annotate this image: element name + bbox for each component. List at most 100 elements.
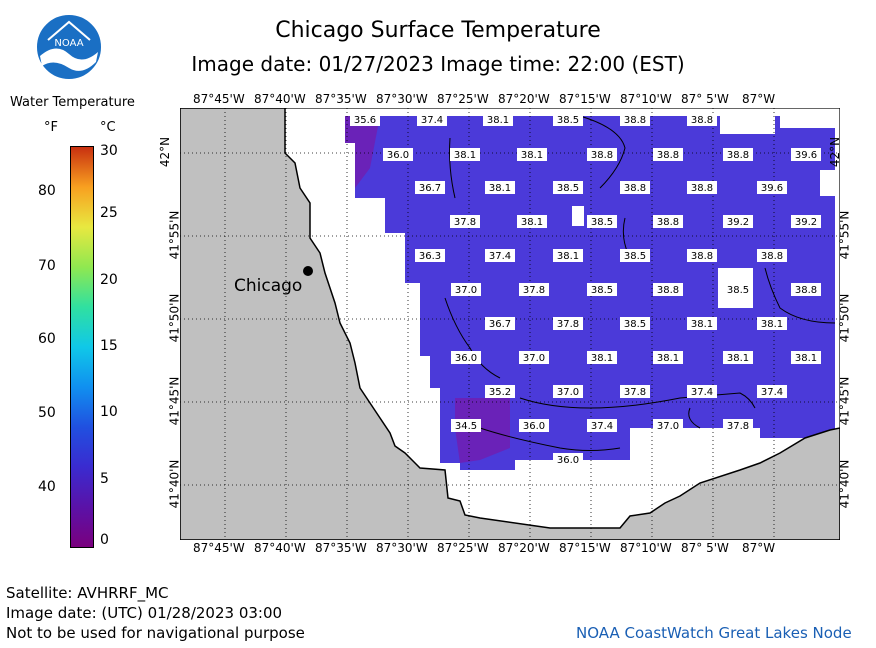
temp-value: 35.6: [354, 115, 376, 126]
temp-label-bg: [587, 148, 617, 161]
unit-celsius: °C: [100, 120, 116, 135]
temp-label-bg: [653, 283, 683, 296]
longitude-label: 87°15'W: [559, 541, 611, 555]
temp-label-bg: [791, 215, 821, 228]
temp-value: 38.8: [727, 150, 749, 161]
temp-label-bg: [517, 215, 547, 228]
fahrenheit-tick: 50: [38, 405, 56, 421]
temp-label-bg: [485, 181, 515, 194]
temp-label-bg: [519, 351, 549, 364]
latitude-label: 41°50'N: [167, 293, 182, 343]
temp-value: 39.6: [795, 150, 817, 161]
disclaimer: Not to be used for navigational purpose: [6, 624, 305, 642]
temp-label-bg: [723, 351, 753, 364]
temp-label-bg: [723, 148, 753, 161]
temp-label-bg: [350, 113, 380, 126]
temp-value: 38.1: [521, 217, 543, 228]
temp-label-bg: [653, 419, 683, 432]
temp-value: 37.4: [489, 251, 511, 262]
latitude-label: 42°N: [158, 136, 173, 168]
nodata-area: [572, 206, 584, 226]
longitude-label: 87°30'W: [376, 92, 428, 106]
temp-value: 38.8: [591, 150, 613, 161]
temp-value: 38.1: [761, 319, 783, 330]
city-label-chicago: Chicago: [234, 276, 303, 296]
temperature-labels: 35.6 37.4 38.1 38.5 38.8 38.8 36.0 38.1 38.1 38.8…: [350, 113, 821, 466]
longitude-label: 87°30'W: [376, 541, 428, 555]
temp-value: 38.8: [657, 150, 679, 161]
temp-value: 38.1: [591, 353, 613, 364]
celsius-tick: 15: [100, 338, 118, 354]
temp-label-bg: [553, 113, 583, 126]
temp-value: 39.2: [727, 217, 749, 228]
temp-label-bg: [620, 249, 650, 262]
temp-label-bg: [620, 113, 650, 126]
satellite-info: Satellite: AVHRRF_MC: [6, 584, 169, 602]
longitude-label: 87°25'W: [437, 92, 489, 106]
longitude-label: 87°15'W: [559, 92, 611, 106]
temp-label-bg: [553, 317, 583, 330]
temp-value: 37.8: [727, 421, 749, 432]
celsius-tick: 5: [100, 471, 109, 487]
temp-value: 36.7: [419, 183, 441, 194]
temp-value: 39.2: [795, 217, 817, 228]
temp-label-bg: [519, 419, 549, 432]
temp-value: 36.0: [557, 455, 579, 466]
temp-label-bg: [451, 283, 481, 296]
nodata-area: [720, 116, 775, 134]
temp-value: 38.8: [761, 251, 783, 262]
sst-cold-edge: [345, 116, 380, 188]
temp-label-bg: [687, 385, 717, 398]
temp-value: 37.4: [421, 115, 443, 126]
celsius-tick: 10: [100, 404, 118, 420]
temp-label-bg: [485, 385, 515, 398]
chicago-marker: [303, 266, 313, 276]
longitude-label: 87° 5'W: [681, 92, 729, 106]
celsius-tick: 0: [100, 532, 109, 548]
unit-fahrenheit: °F: [44, 120, 58, 135]
latitude-label: 41°55'N: [167, 210, 182, 260]
temp-value: 38.8: [691, 183, 713, 194]
temp-label-bg: [723, 283, 753, 296]
page-title: Chicago Surface Temperature: [275, 18, 601, 43]
temp-value: 38.8: [624, 183, 646, 194]
nodata-area: [820, 170, 836, 196]
longitude-label: 87°10'W: [620, 541, 672, 555]
temp-value: 38.1: [657, 353, 679, 364]
temp-value: 38.8: [657, 217, 679, 228]
credit: NOAA CoastWatch Great Lakes Node: [576, 624, 852, 642]
temp-label-bg: [620, 385, 650, 398]
temp-label-bg: [687, 249, 717, 262]
longitude-label: 87°40'W: [254, 92, 306, 106]
celsius-tick: 25: [100, 205, 118, 221]
fahrenheit-tick: 80: [38, 183, 56, 199]
temp-value: 38.8: [691, 115, 713, 126]
temp-value: 38.5: [624, 251, 646, 262]
temp-label-bg: [757, 385, 787, 398]
temp-label-bg: [415, 249, 445, 262]
temp-label-bg: [485, 317, 515, 330]
latitude-label: 41°40'N: [837, 459, 852, 509]
temp-value: 34.5: [455, 421, 477, 432]
sst-cold-area: [455, 398, 510, 463]
lat-lon-grid: [180, 108, 840, 540]
longitude-label: 87°45'W: [193, 541, 245, 555]
temp-label-bg: [757, 317, 787, 330]
temp-label-bg: [451, 419, 481, 432]
latitude-label: 41°55'N: [837, 210, 852, 260]
temp-label-bg: [553, 181, 583, 194]
temp-label-bg: [483, 113, 513, 126]
temp-label-bg: [653, 351, 683, 364]
temp-value: 38.5: [557, 115, 579, 126]
longitude-label: 87°35'W: [315, 92, 367, 106]
longitude-label: 87°W: [742, 92, 776, 106]
temp-value: 37.0: [523, 353, 545, 364]
temp-value: 37.8: [624, 387, 646, 398]
temp-value: 36.0: [523, 421, 545, 432]
temp-value: 38.5: [727, 285, 749, 296]
temp-value: 36.0: [455, 353, 477, 364]
temp-value: 38.1: [727, 353, 749, 364]
longitude-label: 87°W: [742, 541, 776, 555]
latitude-label: 41°45'N: [167, 376, 182, 426]
temp-label-bg: [687, 181, 717, 194]
